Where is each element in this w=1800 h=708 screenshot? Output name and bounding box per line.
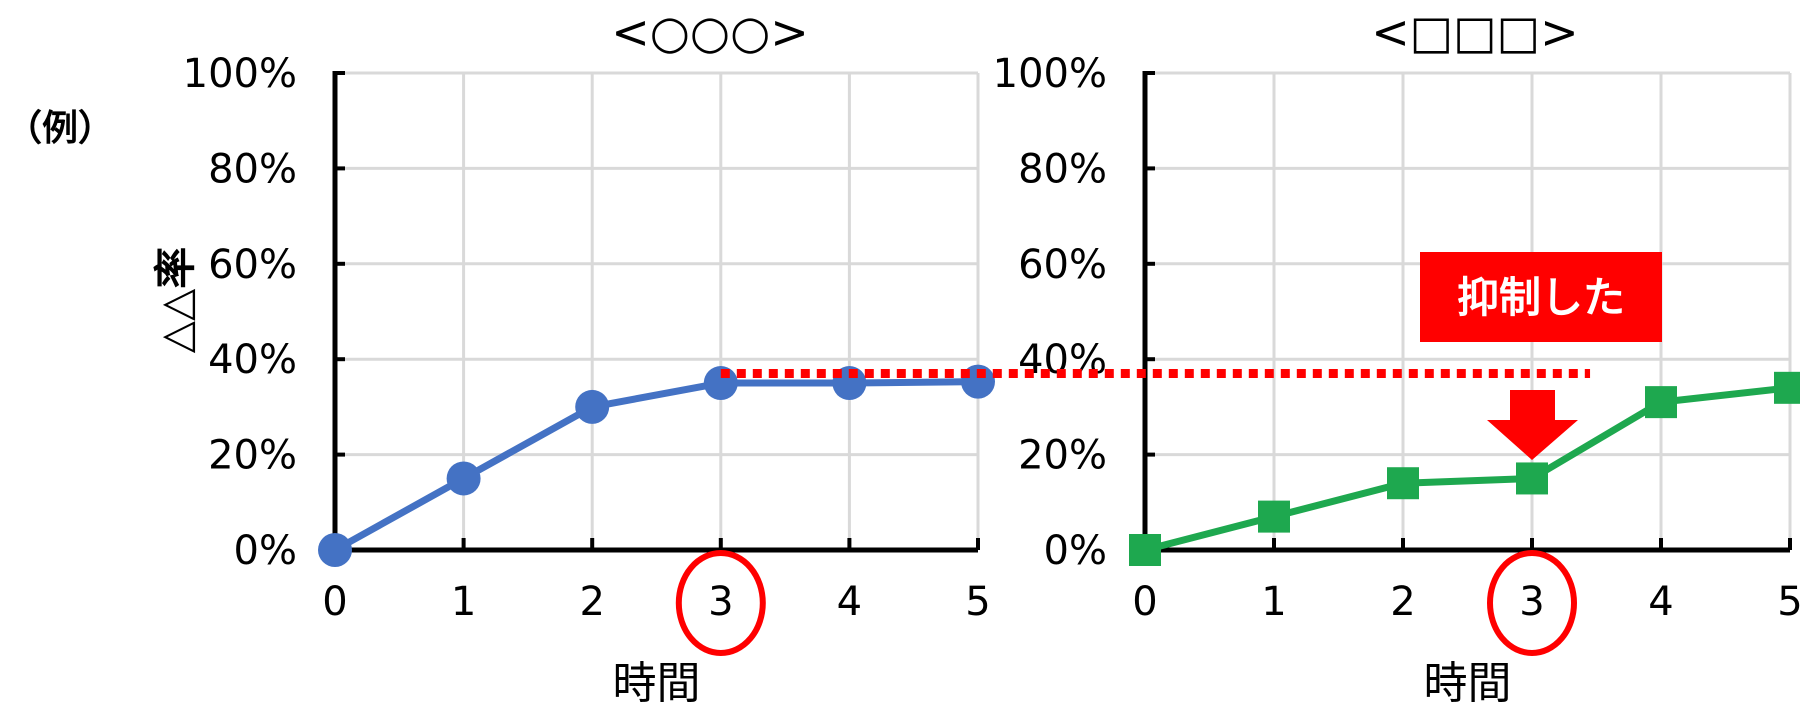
y-tick-label: 60% [208,242,297,288]
x-tick-label: 2 [1390,579,1415,625]
y-tick-label: 20% [208,433,297,479]
x-axis-label: 時間 [613,658,701,708]
y-tick-label: 60% [1018,242,1107,288]
series-line [333,378,979,554]
x-tick-label: 5 [1777,579,1800,625]
chart-title: <○○○> [611,5,809,59]
y-tick-label: 80% [1018,146,1107,192]
x-tick-label: 1 [1261,579,1286,625]
data-point [1258,500,1290,533]
data-point [1387,467,1419,500]
x-tick-label: 1 [451,579,476,625]
y-tick-label: 80% [208,146,297,192]
data-point [318,533,352,567]
callout: 抑制した [1420,252,1662,460]
callout-text: 抑制した [1457,273,1625,322]
x-tick-label: 0 [322,579,347,625]
series-line [1144,384,1791,554]
y-tick-label: 40% [208,337,297,383]
chart-right: <□□□>0%20%40%60%80%100%0 1 2 3 4 5時間 [993,5,1800,708]
example-label: （例） [6,108,114,149]
data-point [1129,534,1161,566]
data-point [1774,371,1800,404]
highlight-circle [675,550,766,656]
y-tick-label: 0% [234,528,297,574]
y-tick-label: 100% [993,51,1107,97]
x-axis-label: 時間 [1424,658,1512,708]
x-tick-label: 3 [1519,579,1544,625]
chart-left: <○○○> 0% 20% 40% 60% 80% 100% 0 1 2 3 4 5 時間 [183,5,995,708]
x-tick-label: 4 [837,579,862,625]
data-point [1645,386,1677,419]
data-point [575,389,610,424]
x-tick-label: 5 [965,579,990,625]
y-tick-label: 20% [1018,433,1107,479]
y-axis-label: △△率 [151,247,200,354]
y-tick-label: 0% [1044,528,1107,574]
x-tick-label: 3 [708,579,733,625]
chart-title: <□□□> [1371,5,1578,59]
x-tick-label: 0 [1132,579,1157,625]
data-point [1516,462,1548,495]
x-tick-label: 2 [579,579,604,625]
x-tick-label: 4 [1648,579,1673,625]
highlight-circle [1487,550,1577,656]
data-point [446,461,481,496]
down-arrow-icon [1487,390,1578,460]
y-tick-label: 100% [183,51,297,97]
callout-box [1420,252,1662,342]
